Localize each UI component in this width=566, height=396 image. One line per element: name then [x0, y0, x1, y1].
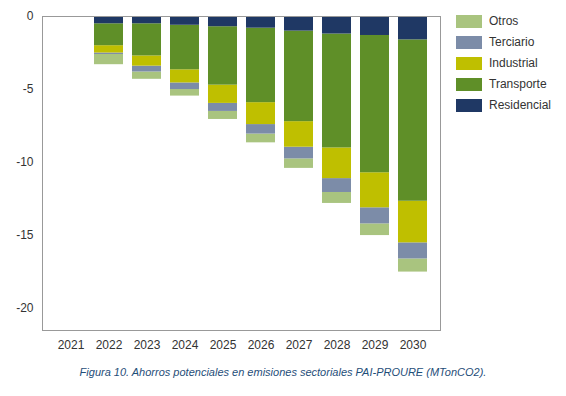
svg-text:2030: 2030: [400, 338, 427, 352]
svg-text:2029: 2029: [362, 338, 389, 352]
html-text:Terciario: Terciario: [489, 35, 535, 49]
svg-text:2022: 2022: [96, 338, 123, 352]
svg-text:2021: 2021: [58, 338, 85, 352]
svg-text:-15: -15: [16, 228, 34, 242]
html-text:Otros: Otros: [489, 14, 519, 28]
svg-text:-20: -20: [16, 301, 34, 315]
svg-text:2026: 2026: [248, 338, 275, 352]
svg-text:-10: -10: [16, 155, 34, 169]
svg-text:2023: 2023: [134, 338, 161, 352]
html-text:Transporte: Transporte: [489, 77, 547, 91]
svg-text:2025: 2025: [210, 338, 237, 352]
svg-text:-5: -5: [23, 82, 34, 96]
svg-text:2024: 2024: [172, 338, 199, 352]
html-text:Industrial: Industrial: [489, 56, 538, 70]
svg-text:2028: 2028: [324, 338, 351, 352]
svg-text:0: 0: [27, 9, 34, 23]
svg-text:2027: 2027: [286, 338, 313, 352]
html-text:Residencial: Residencial: [489, 98, 551, 112]
html-text:Figura 10. Ahorros potenciales: Figura 10. Ahorros potenciales en emisio…: [79, 366, 487, 378]
